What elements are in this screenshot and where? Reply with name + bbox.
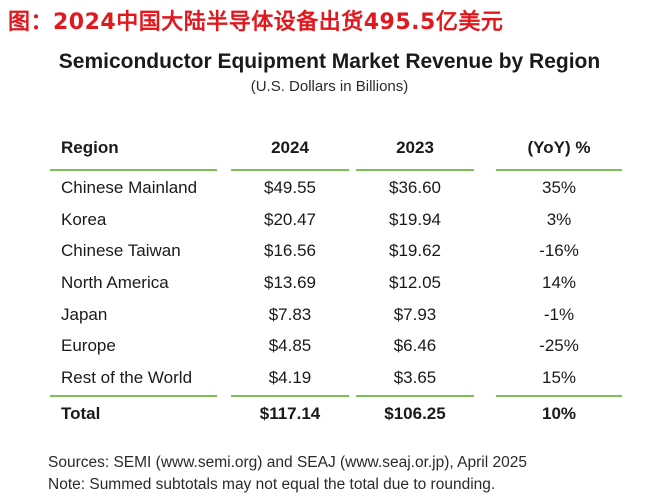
rule-total-2023 — [356, 394, 474, 397]
table-row: Korea $20.47 $19.94 3% — [44, 204, 630, 236]
cell-total-2023: $106.25 — [384, 403, 446, 423]
rule-total-2024 — [231, 394, 349, 397]
cell-region: North America — [61, 272, 169, 292]
table-row: Japan $7.83 $7.93 -1% — [44, 299, 630, 331]
cell-total-2024: $117.14 — [259, 403, 321, 423]
cell-2023: $19.94 — [389, 209, 441, 229]
chart-subtitle: (U.S. Dollars in Billions) — [250, 78, 409, 95]
rule-total-region — [50, 394, 217, 397]
cell-yoy: 15% — [541, 367, 577, 387]
cell-yoy: -25% — [539, 336, 579, 356]
cell-yoy: 3% — [546, 209, 572, 229]
table-row: Rest of the World $4.19 $3.65 15% — [44, 362, 630, 394]
cell-yoy: -16% — [539, 241, 579, 261]
cell-2023: $6.46 — [393, 336, 437, 356]
header-2023: 2023 — [396, 138, 434, 157]
total-rules — [44, 394, 630, 398]
total-row: Total $117.14 $106.25 10% — [44, 398, 630, 430]
cell-region: Korea — [61, 209, 107, 229]
cell-total-yoy: 10% — [541, 403, 577, 423]
cell-2023: $7.93 — [393, 304, 437, 324]
footer: Sources: SEMI (www.semi.org) and SEAJ (w… — [48, 452, 527, 496]
cell-2023: $12.05 — [389, 272, 441, 292]
cell-region: Chinese Mainland — [61, 177, 198, 197]
rule-2024 — [231, 169, 349, 171]
cell-2024: $49.55 — [264, 177, 316, 197]
revenue-table: Region 2024 2023 (YoY) % Chinese Mainlan… — [44, 128, 630, 430]
rule-2023 — [356, 169, 474, 171]
footer-sources: Sources: SEMI (www.semi.org) and SEAJ (w… — [48, 454, 527, 471]
table-row: Chinese Taiwan $16.56 $19.62 -16% — [44, 235, 630, 267]
rule-yoy — [496, 169, 622, 171]
cell-2024: $13.69 — [264, 272, 316, 292]
table-row: Chinese Mainland $49.55 $36.60 35% — [44, 172, 630, 204]
cell-2023: $36.60 — [389, 177, 441, 197]
cell-region: Chinese Taiwan — [61, 241, 181, 261]
cell-yoy: -1% — [543, 304, 575, 324]
header-region: Region — [61, 138, 119, 157]
header-yoy: (YoY) % — [527, 138, 591, 157]
cell-2024: $16.56 — [264, 241, 316, 261]
cell-yoy: 35% — [541, 177, 577, 197]
cell-2024: $20.47 — [264, 209, 316, 229]
table-header-row: Region 2024 2023 (YoY) % — [44, 128, 630, 168]
cell-2023: $19.62 — [389, 241, 441, 261]
cell-region: Rest of the World — [61, 367, 193, 387]
header-2024: 2024 — [271, 138, 309, 157]
table-row: Europe $4.85 $6.46 -25% — [44, 330, 630, 362]
banner-title: 图：2024中国大陆半导体设备出货495.5亿美元 — [8, 10, 504, 35]
cell-total-label: Total — [61, 403, 101, 423]
rule-total-yoy — [496, 394, 622, 397]
cell-region: Japan — [61, 304, 108, 324]
header-rules — [44, 168, 630, 172]
table-row: North America $13.69 $12.05 14% — [44, 267, 630, 299]
footer-note: Note: Summed subtotals may not equal the… — [48, 476, 496, 493]
cell-2024: $4.19 — [268, 367, 312, 387]
cell-region: Europe — [61, 336, 116, 356]
cell-yoy: 14% — [541, 272, 577, 292]
rule-region — [50, 169, 217, 171]
cell-2024: $7.83 — [268, 304, 312, 324]
chart-title: Semiconductor Equipment Market Revenue b… — [58, 50, 601, 73]
cell-2024: $4.85 — [268, 336, 312, 356]
cell-2023: $3.65 — [393, 367, 437, 387]
